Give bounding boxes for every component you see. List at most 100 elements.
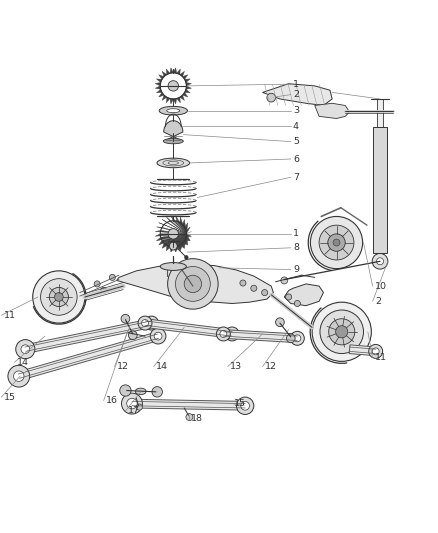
Text: 15: 15	[4, 393, 16, 401]
Circle shape	[237, 397, 254, 415]
Circle shape	[328, 234, 345, 251]
Ellipse shape	[135, 388, 146, 394]
Polygon shape	[166, 234, 186, 251]
Polygon shape	[186, 86, 191, 89]
Circle shape	[319, 225, 354, 260]
Circle shape	[333, 239, 340, 246]
Circle shape	[220, 330, 227, 337]
Polygon shape	[166, 217, 186, 234]
Circle shape	[152, 386, 162, 397]
Circle shape	[251, 285, 257, 292]
Circle shape	[168, 229, 179, 239]
Polygon shape	[170, 234, 186, 252]
Text: 7: 7	[293, 173, 299, 182]
Circle shape	[14, 371, 24, 382]
Polygon shape	[155, 83, 161, 86]
Polygon shape	[145, 319, 233, 338]
Polygon shape	[159, 223, 186, 234]
Circle shape	[372, 348, 379, 355]
Polygon shape	[180, 95, 184, 100]
Text: 4: 4	[293, 122, 299, 131]
Circle shape	[49, 287, 68, 306]
Polygon shape	[155, 230, 186, 234]
Circle shape	[41, 279, 77, 315]
Circle shape	[16, 340, 35, 359]
Circle shape	[150, 328, 166, 344]
Circle shape	[110, 274, 116, 280]
Circle shape	[54, 293, 63, 301]
Circle shape	[336, 326, 348, 338]
Polygon shape	[156, 79, 162, 83]
Polygon shape	[25, 319, 152, 353]
Polygon shape	[315, 103, 350, 118]
Polygon shape	[162, 220, 186, 234]
Text: 1: 1	[293, 229, 299, 238]
Polygon shape	[177, 234, 186, 251]
Polygon shape	[173, 99, 177, 104]
Polygon shape	[156, 227, 186, 234]
Polygon shape	[262, 84, 332, 106]
Text: 11: 11	[4, 311, 16, 320]
Polygon shape	[183, 234, 188, 245]
Circle shape	[286, 334, 295, 343]
Circle shape	[281, 277, 288, 284]
Text: 12: 12	[265, 362, 277, 371]
Polygon shape	[162, 234, 186, 248]
Polygon shape	[132, 399, 245, 410]
Polygon shape	[164, 120, 183, 141]
Polygon shape	[180, 234, 186, 248]
Circle shape	[216, 327, 230, 341]
Circle shape	[8, 365, 30, 387]
Polygon shape	[170, 99, 173, 104]
Polygon shape	[177, 97, 180, 103]
Circle shape	[127, 398, 137, 409]
Text: 18: 18	[191, 414, 203, 423]
Circle shape	[136, 404, 142, 410]
Circle shape	[241, 401, 250, 410]
Circle shape	[121, 314, 130, 323]
Circle shape	[294, 301, 300, 306]
Text: 12: 12	[117, 362, 129, 371]
Ellipse shape	[163, 139, 184, 144]
Circle shape	[294, 335, 301, 342]
Circle shape	[148, 320, 155, 327]
Text: 9: 9	[293, 265, 299, 274]
Polygon shape	[183, 92, 188, 97]
Polygon shape	[223, 329, 297, 343]
Polygon shape	[180, 71, 184, 77]
Polygon shape	[173, 234, 186, 252]
Polygon shape	[176, 216, 186, 234]
Polygon shape	[186, 234, 191, 237]
Circle shape	[229, 330, 236, 337]
Text: 17: 17	[127, 407, 140, 416]
Text: 1: 1	[293, 79, 299, 88]
Polygon shape	[155, 86, 161, 89]
Text: 3: 3	[293, 106, 299, 115]
Circle shape	[120, 385, 131, 396]
Ellipse shape	[160, 263, 186, 270]
Circle shape	[276, 318, 284, 327]
Circle shape	[312, 302, 371, 361]
Circle shape	[185, 256, 188, 259]
Text: 16: 16	[106, 396, 118, 405]
Polygon shape	[186, 227, 190, 234]
Circle shape	[240, 280, 246, 286]
Polygon shape	[155, 234, 186, 236]
Polygon shape	[166, 69, 170, 75]
Circle shape	[377, 258, 384, 265]
Polygon shape	[159, 75, 164, 79]
Ellipse shape	[159, 107, 187, 115]
Polygon shape	[173, 68, 177, 73]
Circle shape	[267, 93, 276, 102]
Polygon shape	[159, 92, 164, 97]
Polygon shape	[349, 345, 376, 356]
Polygon shape	[183, 75, 188, 79]
Text: 10: 10	[375, 281, 387, 290]
Circle shape	[138, 316, 152, 330]
Text: 14: 14	[156, 362, 168, 371]
Polygon shape	[162, 95, 167, 100]
Circle shape	[168, 80, 179, 91]
Circle shape	[128, 331, 137, 340]
Circle shape	[94, 281, 100, 287]
Circle shape	[261, 289, 268, 296]
